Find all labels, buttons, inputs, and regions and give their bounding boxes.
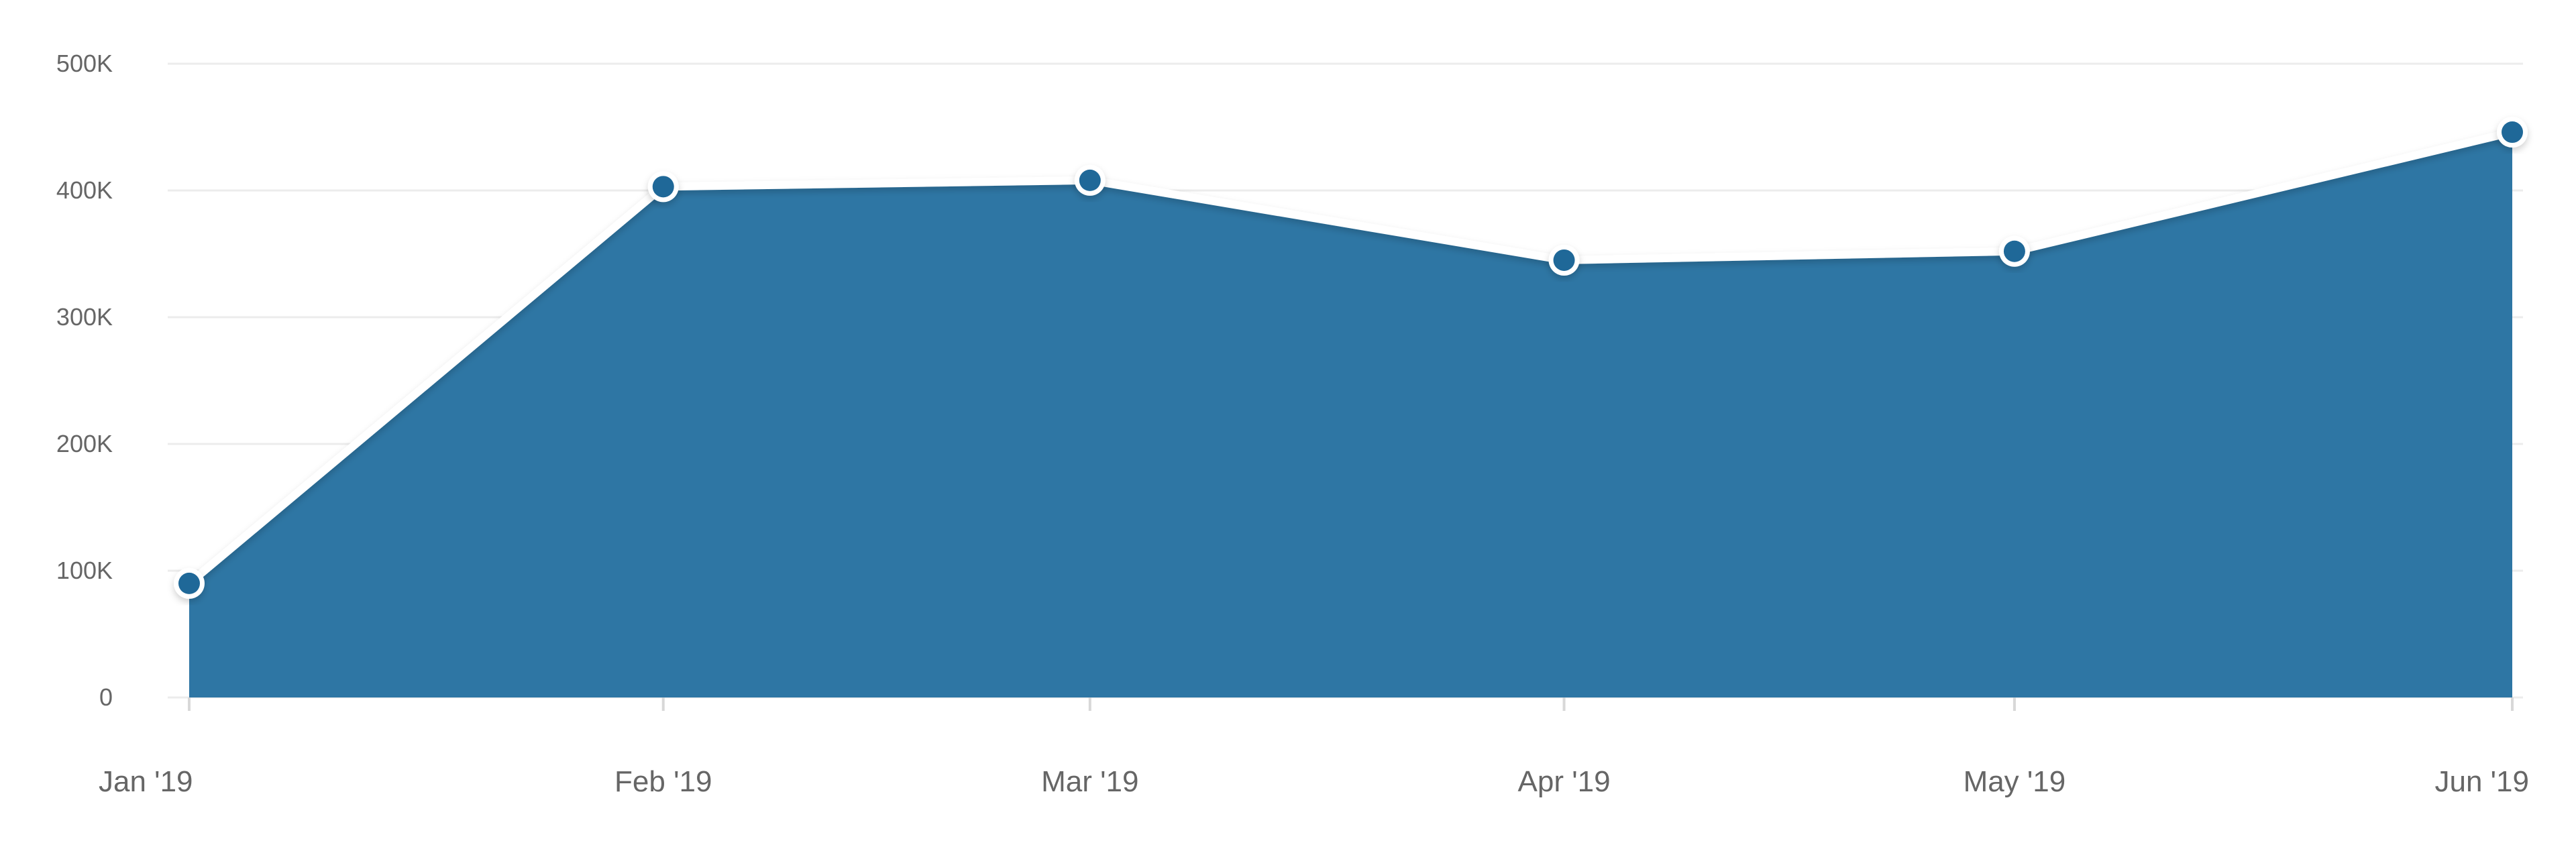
data-point — [2497, 117, 2528, 148]
y-tick-label: 200K — [56, 430, 113, 457]
y-tick-label: 400K — [56, 176, 113, 204]
x-tick-label: Mar '19 — [1041, 765, 1138, 798]
series-line-path — [185, 128, 2516, 587]
y-tick-label: 0 — [99, 683, 113, 711]
y-tick-label: 300K — [56, 303, 113, 331]
series-line — [185, 128, 2516, 587]
area-fill — [189, 132, 2512, 697]
data-point — [174, 567, 205, 599]
y-tick-label: 100K — [56, 557, 113, 584]
x-tick-label: Apr '19 — [1518, 765, 1611, 798]
x-axis-ticks — [188, 697, 2514, 711]
x-tick-label: Jun '19 — [2434, 765, 2529, 798]
data-point-marker — [1079, 169, 1101, 191]
x-tick-label: Feb '19 — [614, 765, 712, 798]
y-tick-label: 500K — [56, 50, 113, 77]
x-tick-label: Jan '19 — [99, 765, 193, 798]
data-point-marker — [178, 572, 200, 594]
x-tick-label: May '19 — [1964, 765, 2066, 798]
x-axis-labels: Jan '19 Feb '19 Mar '19 Apr '19 May '19 Jun '… — [99, 765, 2529, 798]
data-point-marker — [2502, 121, 2523, 144]
data-point — [1074, 164, 1106, 196]
data-point — [1998, 235, 2030, 267]
data-point-marker — [1553, 249, 1575, 271]
area-series — [189, 132, 2512, 697]
y-axis-labels: 0 100K 200K 300K 400K 500K — [56, 50, 113, 711]
data-point-marker — [652, 176, 674, 198]
data-point — [1548, 244, 1580, 276]
data-point-marker — [2003, 240, 2025, 262]
data-point — [647, 171, 679, 203]
data-markers — [174, 117, 2528, 599]
